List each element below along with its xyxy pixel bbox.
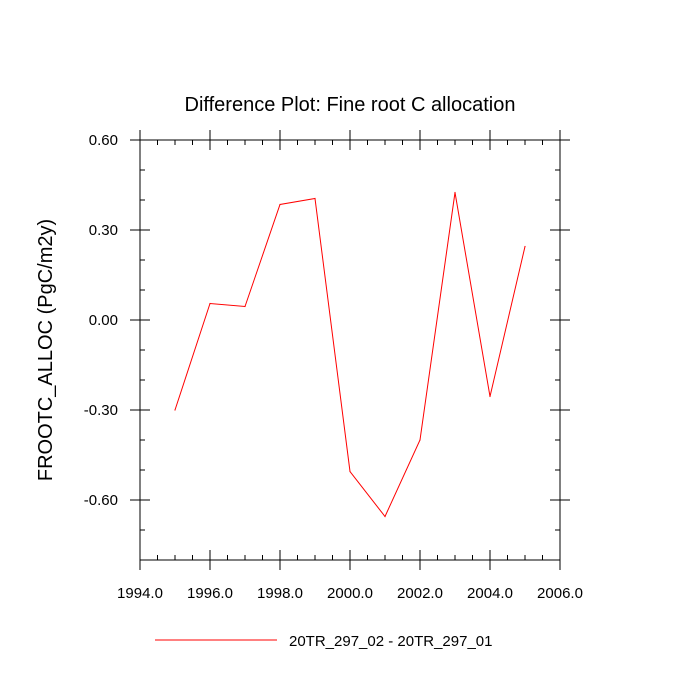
data-point	[524, 245, 526, 248]
data-point	[209, 302, 211, 305]
series-line	[174, 192, 526, 518]
y-tick-label: 0.60	[89, 132, 118, 149]
y-tick-label: -0.30	[84, 402, 118, 419]
data-point	[384, 515, 386, 518]
y-axis-label: FROOTC_ALLOC (PgC/m2y)	[35, 219, 57, 481]
data-point	[489, 395, 491, 398]
data-point	[349, 470, 351, 473]
data-point	[244, 305, 246, 308]
y-tick-label: -0.60	[84, 492, 118, 509]
x-tick-label: 2006.0	[537, 585, 583, 602]
data-point	[279, 203, 281, 206]
data-point	[174, 409, 176, 411]
data-point	[419, 439, 421, 441]
x-tick-label: 2000.0	[327, 585, 373, 602]
data-point	[454, 191, 456, 194]
data-point	[314, 197, 316, 200]
x-tick-label: 1998.0	[257, 585, 303, 602]
x-tick-label: 2002.0	[397, 585, 443, 602]
x-tick-label: 1994.0	[117, 585, 163, 602]
x-tick-label: 1996.0	[187, 585, 233, 602]
legend: 20TR_297_02 - 20TR_297_01	[155, 633, 492, 650]
y-tick-label: 0.30	[89, 222, 118, 239]
legend-label: 20TR_297_02 - 20TR_297_01	[289, 633, 492, 650]
y-tick-label: 0.00	[89, 312, 118, 329]
axis-ticks	[130, 130, 570, 570]
plot-frame	[139, 139, 561, 561]
series-layer	[174, 191, 526, 518]
x-tick-label: 2004.0	[467, 585, 513, 602]
axis-tick-labels: 1994.0 1996.0 1998.0 2000.0 2002.0 2004.0 2006…	[84, 132, 583, 602]
chart-title: Difference Plot: Fine root C allocation	[185, 94, 516, 116]
